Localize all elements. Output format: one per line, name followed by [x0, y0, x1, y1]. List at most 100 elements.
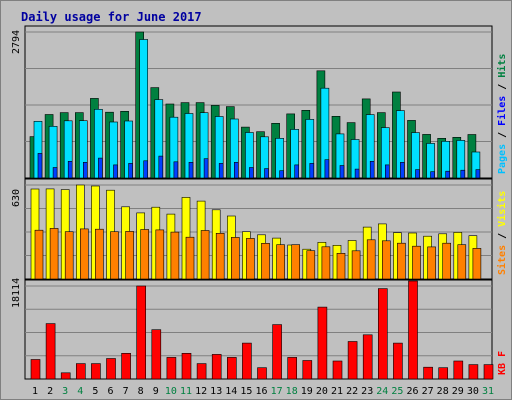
bar-sites-day-21 — [336, 253, 346, 280]
bar-pages-day-10 — [173, 161, 179, 179]
bar-pages-day-1 — [37, 153, 43, 179]
xtick-day-18: 18 — [286, 386, 298, 397]
bar-pages-day-9 — [158, 155, 164, 179]
xtick-day-16: 16 — [255, 386, 267, 397]
bar-kbytes-day-3 — [60, 372, 71, 380]
bar-sites-day-14 — [231, 237, 240, 280]
ytick-pages-files-hits: 2794 — [11, 30, 22, 54]
bar-kbytes-day-14 — [227, 357, 237, 380]
bar-sites-day-26 — [412, 245, 421, 280]
bar-pages-day-3 — [67, 161, 73, 179]
bar-kbytes-day-31 — [483, 364, 494, 380]
bar-kbytes-day-12 — [196, 363, 207, 380]
xtick-day-14: 14 — [225, 386, 237, 397]
bar-pages-day-22 — [354, 168, 360, 179]
xtick-day-7: 7 — [123, 386, 129, 397]
ylabel-part-pages-files-hits-2: Files — [496, 96, 508, 126]
ytick-kbytes: 18114 — [11, 278, 22, 308]
bar-kbytes-day-28 — [438, 367, 449, 380]
bar-pages-day-25 — [400, 162, 405, 179]
xtick-day-3: 3 — [62, 386, 68, 397]
bar-kbytes-day-13 — [211, 354, 222, 380]
xtick-day-20: 20 — [316, 386, 328, 397]
ylabel-part-visits-sites-0: Sites — [496, 245, 508, 275]
ylabel-part-kbytes-2: F — [497, 351, 508, 357]
bar-sites-day-30 — [472, 248, 482, 280]
bar-sites-day-13 — [215, 233, 225, 280]
bar-sites-day-6 — [110, 231, 119, 280]
ylabel-part-pages-files-hits-0: Pages — [497, 144, 508, 174]
bar-sites-day-20 — [321, 246, 331, 280]
xtick-day-8: 8 — [138, 386, 144, 397]
bar-sites-day-3 — [64, 231, 74, 280]
xtick-day-28: 28 — [437, 386, 449, 397]
bar-kbytes-day-26 — [408, 280, 418, 380]
chart-title: Daily usage for June 2017 — [21, 10, 202, 24]
bar-pages-day-21 — [339, 165, 345, 179]
xtick-day-26: 26 — [406, 386, 418, 397]
bar-pages-day-23 — [369, 161, 375, 179]
bar-sites-day-12 — [200, 230, 210, 280]
xtick-day-23: 23 — [361, 386, 373, 397]
bar-kbytes-day-11 — [181, 352, 192, 380]
bar-sites-day-28 — [442, 242, 452, 280]
xtick-day-31: 31 — [482, 386, 494, 397]
ylabel-kbytes: KB F — [497, 351, 508, 375]
bar-pages-day-13 — [218, 163, 224, 179]
xtick-day-1: 1 — [32, 386, 38, 397]
bar-kbytes-day-16 — [257, 367, 267, 380]
bar-kbytes-day-6 — [106, 358, 116, 380]
bar-sites-day-5 — [95, 228, 104, 280]
ylabel-part-visits-sites-1: / — [497, 227, 508, 245]
bar-kbytes-day-22 — [347, 341, 358, 380]
bar-kbytes-day-18 — [287, 357, 298, 380]
bar-kbytes-day-19 — [302, 360, 313, 380]
bar-sites-day-22 — [351, 250, 361, 280]
bar-pages-day-27 — [430, 171, 435, 179]
bar-kbytes-day-7 — [121, 352, 131, 380]
bar-pages-day-16 — [264, 168, 269, 179]
bar-pages-day-30 — [475, 169, 481, 179]
bar-sites-day-25 — [397, 242, 406, 280]
xtick-day-22: 22 — [346, 386, 358, 397]
xtick-day-17: 17 — [271, 386, 283, 397]
ylabel-visits-sites: Sites / Visits — [496, 191, 508, 275]
ylabel-part-kbytes-0: KB — [497, 363, 508, 375]
xtick-day-19: 19 — [301, 386, 313, 397]
xtick-day-5: 5 — [92, 386, 98, 397]
bar-kbytes-day-20 — [317, 306, 328, 380]
bar-pages-day-5 — [98, 157, 103, 179]
xtick-day-25: 25 — [391, 386, 403, 397]
bar-pages-day-4 — [83, 162, 88, 179]
bar-sites-day-11 — [185, 236, 195, 280]
bar-sites-day-17 — [276, 244, 285, 280]
xtick-day-24: 24 — [376, 386, 388, 397]
xtick-day-21: 21 — [331, 386, 343, 397]
bar-sites-day-7 — [125, 231, 134, 280]
bar-kbytes-day-30 — [468, 364, 479, 380]
bar-sites-day-29 — [457, 244, 467, 280]
bar-pages-day-26 — [415, 169, 420, 179]
bar-pages-day-28 — [445, 170, 451, 179]
bar-kbytes-day-9 — [151, 329, 162, 380]
bar-pages-day-18 — [294, 164, 300, 179]
bar-kbytes-day-24 — [377, 288, 388, 380]
xtick-day-12: 12 — [195, 386, 207, 397]
bar-pages-day-12 — [203, 158, 209, 179]
bar-sites-day-23 — [366, 239, 376, 280]
bar-sites-day-18 — [291, 244, 301, 280]
bar-sites-day-9 — [155, 229, 165, 280]
bar-pages-day-6 — [113, 164, 118, 179]
bar-kbytes-day-21 — [332, 360, 343, 380]
bar-kbytes-day-8 — [136, 285, 146, 380]
xtick-day-27: 27 — [422, 386, 434, 397]
bar-kbytes-day-2 — [45, 323, 56, 380]
ylabel-part-pages-files-hits-1: / — [497, 126, 508, 144]
bar-kbytes-day-5 — [91, 363, 101, 380]
bar-kbytes-day-1 — [30, 359, 41, 380]
bar-files-day-8 — [139, 39, 148, 179]
bar-pages-day-11 — [188, 162, 194, 179]
bar-kbytes-day-17 — [272, 324, 282, 380]
bar-sites-day-10 — [170, 231, 180, 280]
